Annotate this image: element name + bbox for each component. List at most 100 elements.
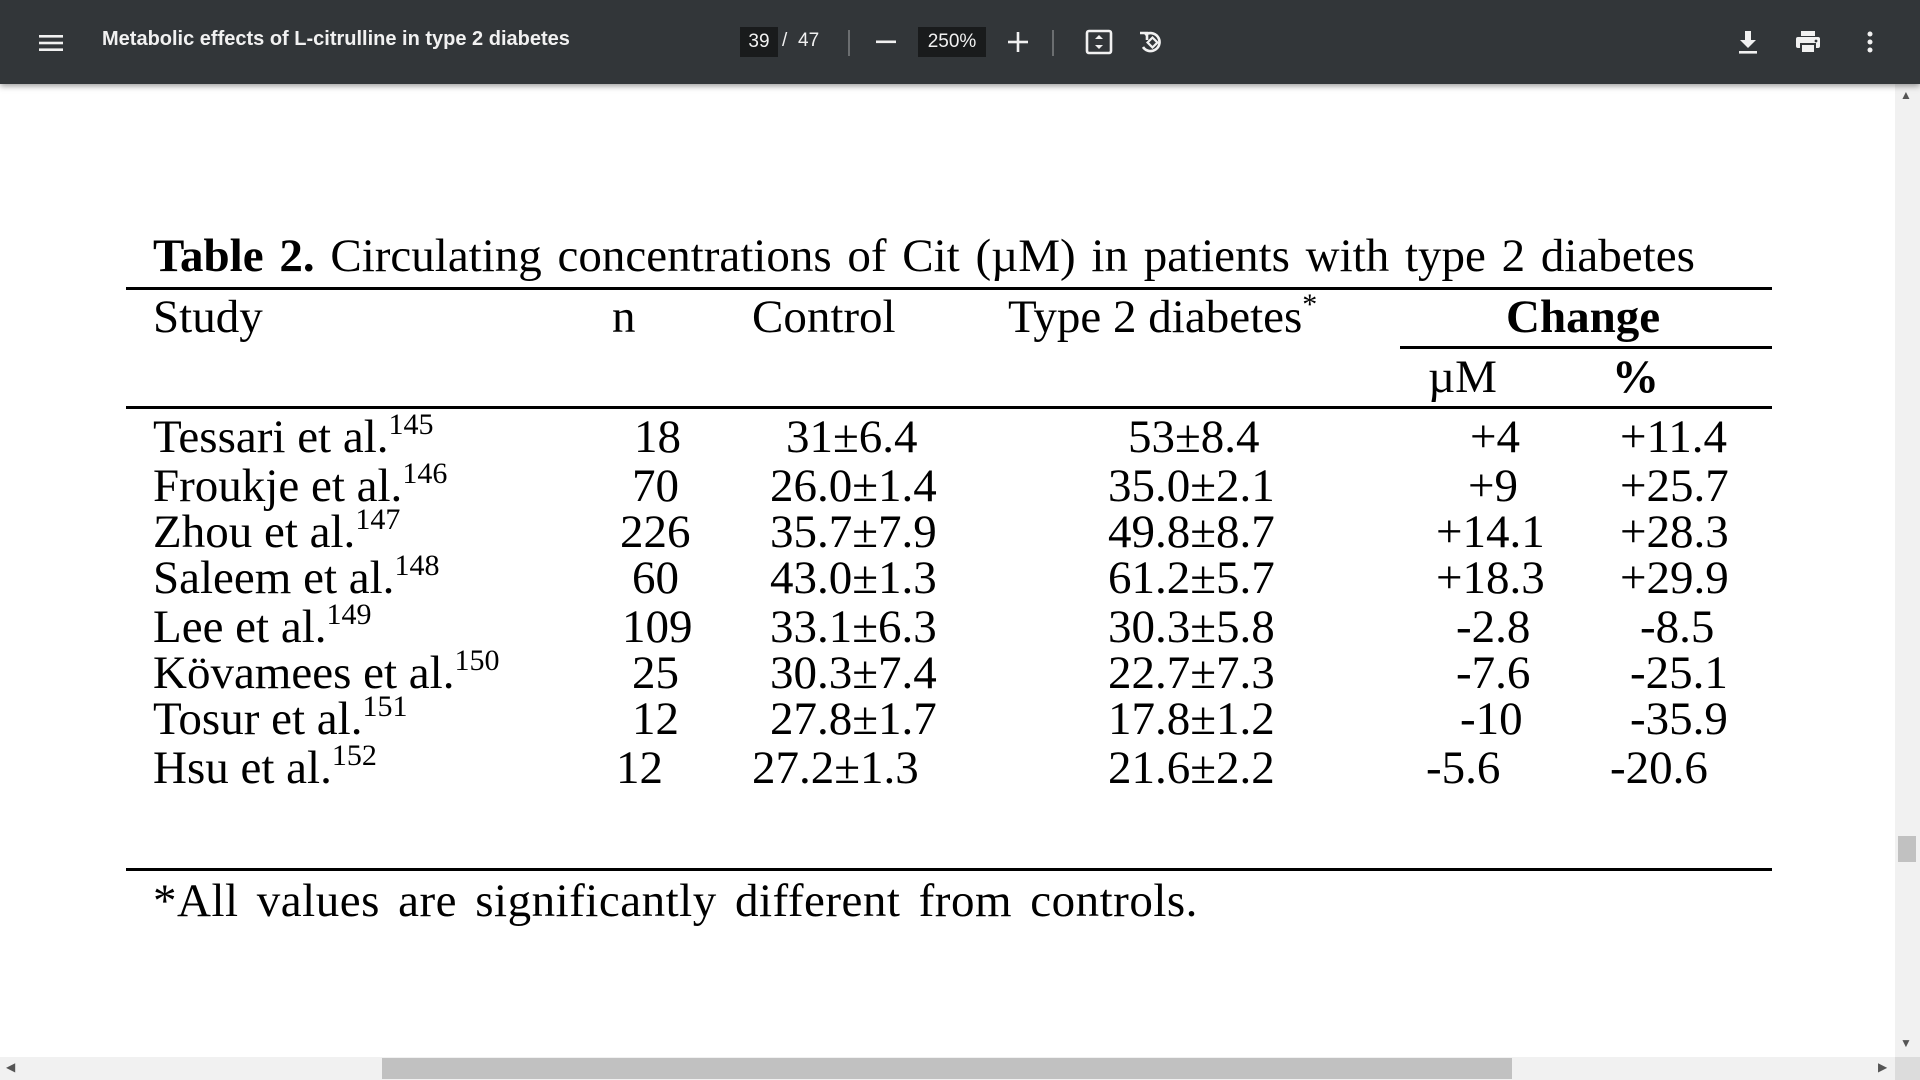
page-total: 47 (798, 30, 820, 51)
table-row-study: Hsu et al.152 (153, 739, 377, 795)
table-row-study: Tessari et al.145 (153, 408, 434, 464)
study-reference: 149 (326, 598, 372, 631)
print-button[interactable] (1790, 22, 1826, 62)
page-separator: / (782, 30, 788, 51)
rotate-icon (1140, 31, 1161, 53)
minus-icon (876, 40, 896, 44)
table-label: Table 2. (153, 230, 315, 282)
header-n: n (612, 291, 636, 343)
table-cell-control: 33.1±6.3 (770, 601, 937, 653)
table-cell-n: 25 (632, 647, 679, 699)
table-cell-n: 109 (622, 601, 693, 653)
zoom-out-button[interactable] (868, 22, 904, 62)
header-bottom-rule (126, 406, 1772, 409)
table-cell-t2d: 35.0±2.1 (1108, 460, 1275, 512)
download-icon (1739, 31, 1757, 54)
study-reference: 145 (388, 408, 434, 441)
header-change: Change (1506, 291, 1661, 343)
table-row-study: Zhou et al.147 (153, 503, 401, 559)
header-study: Study (153, 291, 263, 343)
table-cell-change-um: +4 (1470, 411, 1521, 463)
table-cell-n: 18 (634, 411, 681, 463)
pdf-page: Table 2. Circulating concentrations of C… (0, 84, 1895, 1057)
more-vert-icon (1867, 31, 1873, 53)
table-cell-t2d: 61.2±5.7 (1108, 552, 1275, 604)
table-cell-change-percent: +28.3 (1620, 506, 1729, 558)
study-reference: 146 (402, 457, 448, 490)
study-name: Lee et al. (153, 601, 327, 653)
scroll-down-arrow-icon[interactable]: ▼ (1900, 1036, 1912, 1050)
header-control: Control (752, 291, 896, 343)
study-reference: 152 (331, 739, 377, 772)
table-cell-control: 43.0±1.3 (770, 552, 937, 604)
menu-button[interactable] (30, 22, 72, 64)
rotate-button[interactable] (1130, 22, 1172, 62)
table-cell-t2d: 17.8±1.2 (1108, 693, 1275, 745)
table-footnote: *All values are significantly different … (153, 875, 1198, 927)
change-subheader-rule (1400, 346, 1772, 349)
table-cell-change-percent: -35.9 (1630, 693, 1728, 745)
table-cell-control: 27.2±1.3 (752, 742, 919, 794)
table-cell-change-percent: -8.5 (1640, 601, 1715, 653)
study-name: Zhou et al. (153, 506, 356, 558)
table-top-rule (126, 287, 1772, 290)
page-number-input[interactable] (740, 27, 778, 57)
zoom-level-input[interactable] (918, 27, 986, 57)
table-row-study: Tosur et al.151 (153, 690, 408, 746)
scroll-left-arrow-icon[interactable]: ◀ (6, 1060, 16, 1074)
table-cell-change-um: -10 (1460, 693, 1523, 745)
horizontal-scrollbar-thumb[interactable] (382, 1058, 1512, 1079)
vertical-scrollbar[interactable] (1895, 84, 1920, 1060)
scrollbar-corner (1895, 1057, 1920, 1080)
table-cell-control: 27.8±1.7 (770, 693, 937, 745)
document-title: Metabolic effects of L-citrulline in typ… (102, 28, 570, 50)
table-cell-change-percent: -25.1 (1630, 647, 1728, 699)
table-cell-change-um: -2.8 (1456, 601, 1531, 653)
table-cell-change-um: +14.1 (1436, 506, 1545, 558)
toolbar-divider (1052, 30, 1054, 56)
study-name: Saleem et al. (153, 552, 395, 604)
study-name: Froukje et al. (153, 460, 403, 512)
table-cell-t2d: 22.7±7.3 (1108, 647, 1275, 699)
table-cell-change-um: -5.6 (1426, 742, 1501, 794)
table-cell-change-percent: +29.9 (1620, 552, 1729, 604)
study-reference: 151 (362, 690, 408, 723)
table-cell-change-percent: +11.4 (1620, 411, 1728, 463)
header-change-um: µM (1428, 351, 1497, 403)
table-cell-n: 226 (620, 506, 691, 558)
table-cell-n: 60 (632, 552, 679, 604)
table-row-study: Saleem et al.148 (153, 549, 439, 605)
scroll-up-arrow-icon[interactable]: ▲ (1900, 88, 1912, 102)
download-button[interactable] (1730, 22, 1766, 62)
fit-to-page-button[interactable] (1078, 22, 1120, 62)
table-cell-n: 12 (616, 742, 663, 794)
header-type2-diabetes-label: Type 2 diabetes (1008, 291, 1303, 343)
vertical-scrollbar-thumb[interactable] (1898, 836, 1916, 862)
table-cell-change-um: +18.3 (1436, 552, 1545, 604)
study-reference: 150 (454, 644, 500, 677)
table-cell-control: 31±6.4 (786, 411, 918, 463)
header-significance-mark: * (1302, 288, 1318, 321)
table-row-study: Froukje et al.146 (153, 457, 448, 513)
header-type2-diabetes: Type 2 diabetes* (1008, 288, 1318, 344)
table-cell-change-percent: -20.6 (1610, 742, 1708, 794)
more-actions-button[interactable] (1852, 22, 1888, 62)
table-cell-n: 70 (632, 460, 679, 512)
table-cell-t2d: 53±8.4 (1128, 411, 1260, 463)
table-cell-n: 12 (632, 693, 679, 745)
table-caption-text: Circulating concentrations of Cit (µM) i… (330, 230, 1695, 282)
header-change-percent: % (1612, 351, 1659, 403)
print-icon (1796, 31, 1820, 54)
toolbar-divider (848, 30, 850, 56)
hamburger-menu-icon (39, 35, 63, 51)
scroll-right-arrow-icon[interactable]: ▶ (1878, 1060, 1888, 1074)
table-cell-t2d: 21.6±2.2 (1108, 742, 1275, 794)
table-cell-change-um: -7.6 (1456, 647, 1531, 699)
table-cell-control: 35.7±7.9 (770, 506, 937, 558)
study-name: Tosur et al. (153, 693, 363, 745)
table-cell-t2d: 49.8±8.7 (1108, 506, 1275, 558)
zoom-in-button[interactable] (1000, 22, 1036, 62)
study-reference: 147 (355, 503, 401, 536)
table-cell-change-percent: +25.7 (1620, 460, 1729, 512)
pdf-toolbar: Metabolic effects of L-citrulline in typ… (0, 0, 1920, 84)
